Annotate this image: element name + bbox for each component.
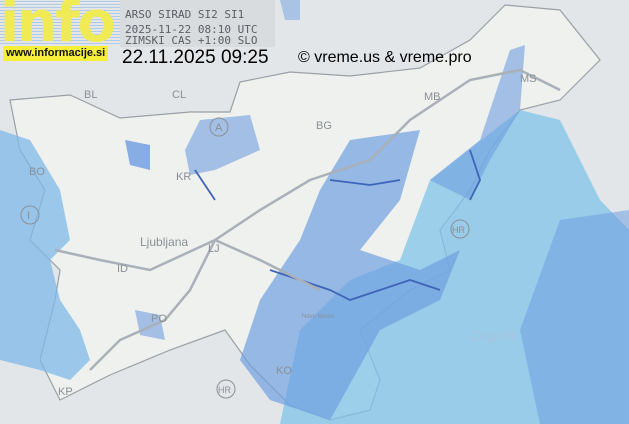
label-i: I — [27, 210, 30, 222]
label-bo: BO — [29, 166, 45, 178]
label-novo-mesto: Novo Mesto — [302, 314, 335, 320]
label-lj: LJ — [208, 243, 220, 255]
label-cl: CL — [172, 89, 186, 101]
label-bg: BG — [316, 120, 332, 132]
info-logo: info — [0, 0, 120, 44]
rain-west — [0, 130, 90, 380]
rain-northeast — [430, 45, 525, 200]
label-id: ID — [117, 263, 128, 275]
rain-south-patch — [135, 310, 165, 340]
radar-source: ARSO SIRAD SI2 SI1 — [125, 8, 245, 21]
timezone-note: ZIMSKI CAS +1:00 SLO — [125, 34, 258, 47]
label-po: PO — [151, 313, 167, 325]
map-labels: BL CL A BG KR BO I Ljubljana LJ ID PO KP… — [20, 73, 537, 399]
label-ms: MS — [520, 73, 537, 85]
rain-far-east — [520, 210, 629, 424]
label-a: A — [215, 122, 223, 134]
logo-url[interactable]: www.informacije.si — [3, 46, 109, 61]
label-mb: MB — [424, 91, 441, 103]
label-ljubljana: Ljubljana — [140, 235, 188, 249]
label-kp: KP — [58, 386, 73, 398]
local-timestamp: 22.11.2025 09:25 — [122, 47, 269, 68]
label-kr: KR — [176, 171, 191, 183]
roads — [54, 68, 561, 371]
utc-time: 2025-11-22 08:10 UTC — [125, 23, 258, 36]
rain-nw-patch — [125, 140, 150, 170]
header-box — [120, 0, 275, 47]
rain-north-patch — [185, 115, 260, 175]
label-bl: BL — [84, 89, 97, 101]
label-zagreb: Zagreb — [470, 327, 515, 343]
copyright: © vreme.us & vreme.pro — [298, 49, 472, 66]
rain-central-medium — [240, 130, 460, 420]
label-ko: KO — [276, 365, 292, 377]
rain-top — [280, 0, 300, 20]
label-hr-south: HR — [218, 385, 231, 395]
label-hr-east: HR — [452, 225, 465, 235]
